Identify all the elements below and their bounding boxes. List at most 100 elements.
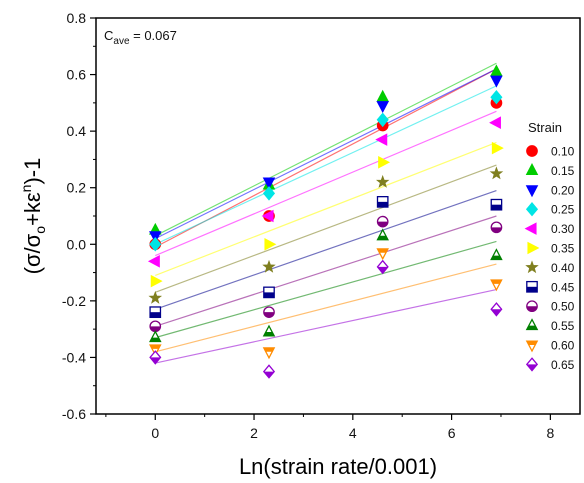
point-0-20 xyxy=(376,101,389,114)
fit-line-0-55 xyxy=(155,240,497,339)
legend-label-0-55: 0.55 xyxy=(551,319,575,333)
legend-marker-0-10 xyxy=(526,145,538,157)
point-0-40 xyxy=(489,166,504,180)
point-0-20 xyxy=(490,75,503,88)
legend-marker-0-40 xyxy=(525,260,539,274)
y-tick-label: -0.6 xyxy=(62,406,86,422)
point-0-45 xyxy=(263,286,275,299)
point-0-30 xyxy=(489,116,501,129)
legend-marker-0-65 xyxy=(525,357,539,372)
plot-frame xyxy=(95,17,581,415)
x-axis-title: Ln(strain rate/0.001) xyxy=(239,454,437,479)
x-tick-label: 2 xyxy=(250,425,258,441)
point-0-50 xyxy=(490,221,503,234)
x-tick-label: 4 xyxy=(349,425,357,441)
point-0-25 xyxy=(149,236,162,252)
y-tick-label: 0.2 xyxy=(67,180,87,196)
y-tick-label: 0.4 xyxy=(67,123,87,139)
point-0-50 xyxy=(263,306,275,319)
point-0-30 xyxy=(375,133,388,146)
legend-label-0-40: 0.40 xyxy=(551,261,575,275)
fit-line-0-20 xyxy=(154,68,497,240)
point-0-50 xyxy=(376,215,389,228)
legend-label-0-45: 0.45 xyxy=(551,280,575,294)
point-0-65 xyxy=(149,350,162,365)
legend-marker-0-55 xyxy=(525,318,539,331)
y-tick-label: -0.4 xyxy=(62,349,86,365)
fit-line-0-65 xyxy=(155,288,497,364)
point-0-20 xyxy=(149,231,162,244)
point-0-20 xyxy=(262,177,276,190)
legend-label-0-65: 0.65 xyxy=(551,358,575,372)
point-0-35 xyxy=(378,156,391,169)
point-0-40 xyxy=(262,259,276,273)
point-0-60 xyxy=(490,279,503,292)
point-0-25 xyxy=(376,112,389,128)
legend-label-0-20: 0.20 xyxy=(551,183,575,197)
annotation-c-ave: Cave = 0.067 xyxy=(104,28,177,47)
legend: Strain 0.10 0.15 0.20 0.25 0.30 0.35 0.40 0.45 0… xyxy=(524,120,575,372)
x-tick-label: 0 xyxy=(151,425,159,441)
point-0-15 xyxy=(490,64,503,77)
point-0-25 xyxy=(262,186,276,201)
point-0-35 xyxy=(264,238,277,251)
point-0-55 xyxy=(149,330,162,343)
legend-label-0-15: 0.15 xyxy=(551,164,575,178)
fit-line-0-50 xyxy=(155,215,497,327)
legend-marker-0-30 xyxy=(524,222,537,235)
point-0-25 xyxy=(490,89,503,105)
point-0-60 xyxy=(149,344,162,357)
legend-label-0-25: 0.25 xyxy=(551,203,575,217)
point-0-60 xyxy=(376,248,389,261)
point-0-60 xyxy=(262,347,276,360)
x-axis: 0 2 4 6 8 xyxy=(105,414,554,441)
fit-line-0-35 xyxy=(155,141,497,276)
point-0-55 xyxy=(262,324,276,337)
data-points xyxy=(147,64,504,379)
legend-title: Strain xyxy=(528,120,562,135)
point-0-50 xyxy=(149,320,162,333)
point-0-45 xyxy=(149,306,162,319)
point-0-40 xyxy=(375,174,390,188)
fit-line-0-15 xyxy=(154,62,497,237)
legend-marker-0-35 xyxy=(527,241,540,255)
x-tick-label: 6 xyxy=(448,425,456,441)
y-tick-label: -0.2 xyxy=(62,293,86,309)
point-0-15 xyxy=(376,89,389,102)
fit-line-0-30 xyxy=(155,110,497,257)
fit-line-0-40 xyxy=(155,164,497,293)
point-0-55 xyxy=(376,228,389,241)
point-0-30 xyxy=(147,255,160,268)
legend-marker-0-20 xyxy=(525,185,539,198)
y-tick-label: 0.0 xyxy=(67,236,87,252)
point-0-45 xyxy=(376,196,389,208)
fit-line-0-60 xyxy=(155,263,497,353)
y-axis-title: (σ/σo+kεn)-1 xyxy=(18,158,48,275)
legend-label-0-50: 0.50 xyxy=(551,300,575,314)
legend-marker-0-60 xyxy=(525,340,539,353)
point-0-55 xyxy=(490,248,503,261)
point-0-30 xyxy=(261,209,274,223)
y-axis: -0.6 -0.4 -0.2 0.0 0.2 0.4 0.6 0.8 xyxy=(62,10,96,422)
legend-marker-0-50 xyxy=(526,300,538,313)
legend-label-0-60: 0.60 xyxy=(551,339,575,353)
point-0-65 xyxy=(376,259,389,275)
point-0-35 xyxy=(150,274,163,288)
y-tick-label: 0.8 xyxy=(67,10,87,26)
legend-label-0-35: 0.35 xyxy=(551,242,575,256)
fit-lines xyxy=(154,62,497,364)
legend-marker-0-45 xyxy=(526,280,538,293)
y-tick-label: 0.6 xyxy=(67,67,87,83)
x-tick-label: 8 xyxy=(546,425,554,441)
point-0-45 xyxy=(490,198,503,211)
point-0-65 xyxy=(262,364,276,379)
fit-line-0-45 xyxy=(155,189,497,310)
point-0-65 xyxy=(490,302,503,317)
legend-label-0-10: 0.10 xyxy=(551,145,575,159)
point-0-40 xyxy=(148,290,163,304)
fit-line-0-25 xyxy=(155,85,497,245)
legend-label-0-30: 0.30 xyxy=(551,222,575,236)
legend-marker-0-15 xyxy=(525,163,539,175)
point-0-35 xyxy=(491,141,504,155)
